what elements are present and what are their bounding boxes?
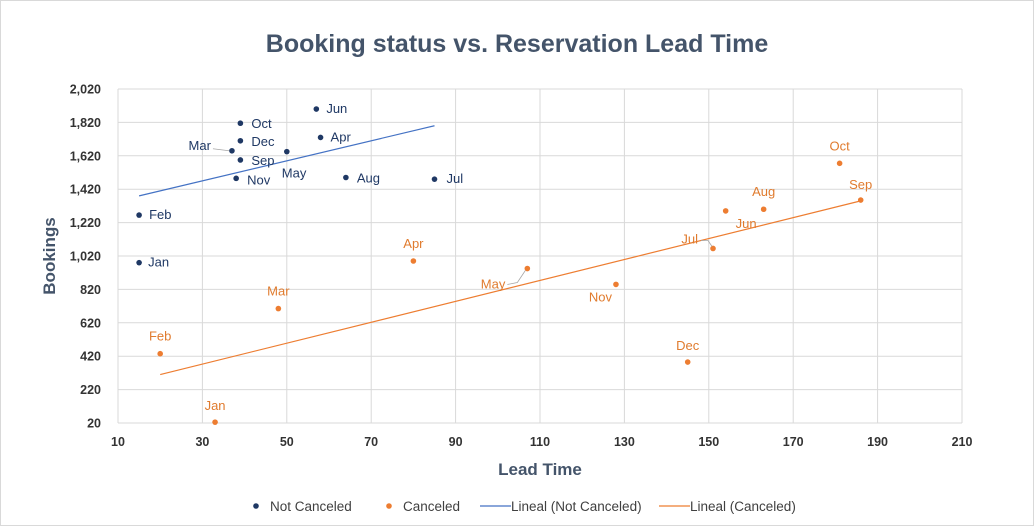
x-tick-label: 90 <box>449 435 463 449</box>
y-tick-label: 1,820 <box>70 116 101 130</box>
label-canceled-nov: Nov <box>589 289 613 304</box>
label-not-canceled-mar: Mar <box>189 138 212 153</box>
x-tick-label: 210 <box>952 435 973 449</box>
label-canceled-jun: Jun <box>736 216 757 231</box>
x-axis-title: Lead Time <box>498 460 582 479</box>
x-tick-label: 150 <box>698 435 719 449</box>
label-not-canceled-feb: Feb <box>149 207 171 222</box>
x-tick-label: 70 <box>364 435 378 449</box>
legend-label-not-canceled: Not Canceled <box>270 499 352 514</box>
point-canceled-feb <box>157 350 163 357</box>
point-not-canceled-feb <box>136 212 142 218</box>
point-not-canceled-jul <box>431 176 438 182</box>
label-canceled-may: May <box>481 277 506 292</box>
y-axis-title: Bookings <box>40 217 59 294</box>
y-tick-label: 1,420 <box>70 183 101 197</box>
point-not-canceled-jan <box>136 259 142 266</box>
label-not-canceled-jan: Jan <box>148 255 169 270</box>
y-tick-label: 20 <box>87 417 101 431</box>
point-canceled-dec <box>684 359 691 365</box>
trendline-canceled <box>160 200 861 376</box>
label-canceled-mar: Mar <box>267 284 290 299</box>
point-canceled-sep <box>857 197 864 203</box>
x-tick-label: 130 <box>614 435 635 449</box>
label-not-canceled-sep: Sep <box>251 153 274 168</box>
y-tick-label: 820 <box>80 283 101 297</box>
label-not-canceled-jun: Jun <box>326 101 347 116</box>
label-not-canceled-dec: Dec <box>251 134 275 149</box>
x-tick-label: 190 <box>867 435 888 449</box>
label-canceled-apr: Apr <box>403 236 424 251</box>
legend-marker-canceled <box>386 503 392 509</box>
label-not-canceled-apr: Apr <box>331 129 352 144</box>
label-canceled-jul: Jul <box>681 231 698 246</box>
leader-line <box>507 270 526 285</box>
label-not-canceled-aug: Aug <box>357 171 380 186</box>
label-canceled-feb: Feb <box>149 329 171 344</box>
label-not-canceled-may: May <box>282 166 307 181</box>
x-tick-label: 170 <box>783 435 804 449</box>
x-tick-label: 10 <box>111 435 125 449</box>
legend-label-canceled: Canceled <box>403 499 460 514</box>
point-not-canceled-mar <box>229 147 235 154</box>
y-tick-label: 420 <box>80 350 101 364</box>
y-tick-label: 1,620 <box>70 149 101 163</box>
chart-title: Booking status vs. Reservation Lead Time <box>265 30 769 58</box>
y-tick-label: 1,220 <box>70 216 101 230</box>
legend-marker-not-canceled <box>253 503 259 509</box>
leader-line <box>701 240 713 247</box>
point-not-canceled-apr <box>317 134 324 141</box>
point-not-canceled-aug <box>343 174 349 181</box>
point-canceled-apr <box>410 258 417 264</box>
x-tick-label: 50 <box>280 435 294 449</box>
y-tick-label: 620 <box>80 316 101 330</box>
point-not-canceled-dec <box>237 137 244 144</box>
point-canceled-may <box>524 265 531 272</box>
label-not-canceled-oct: Oct <box>251 116 272 131</box>
y-tick-label: 1,020 <box>70 250 101 264</box>
label-not-canceled-jul: Jul <box>447 171 464 186</box>
point-canceled-jul <box>710 245 716 252</box>
point-canceled-aug <box>760 206 767 213</box>
trendline-not-canceled <box>138 125 435 197</box>
point-canceled-oct <box>836 160 843 167</box>
point-not-canceled-oct <box>237 120 244 127</box>
label-canceled-oct: Oct <box>830 138 851 153</box>
point-canceled-jun <box>722 208 729 214</box>
y-tick-label: 220 <box>80 383 101 397</box>
label-canceled-jan: Jan <box>205 398 226 413</box>
point-canceled-jan <box>212 419 218 425</box>
point-canceled-nov <box>613 281 619 288</box>
leader-line <box>212 148 229 152</box>
x-tick-label: 30 <box>195 435 209 449</box>
label-canceled-aug: Aug <box>752 184 775 199</box>
point-not-canceled-jun <box>313 106 320 112</box>
point-not-canceled-sep <box>237 157 244 163</box>
legend-label-trend-not-canceled: Lineal (Not Canceled) <box>511 499 642 514</box>
point-canceled-mar <box>275 305 282 312</box>
label-canceled-dec: Dec <box>676 338 700 353</box>
y-tick-label: 2,020 <box>70 83 101 97</box>
x-tick-label: 110 <box>530 435 550 449</box>
label-not-canceled-nov: Nov <box>247 172 271 187</box>
point-not-canceled-nov <box>233 175 239 182</box>
point-not-canceled-may <box>284 148 290 155</box>
label-canceled-sep: Sep <box>849 177 872 192</box>
legend-label-trend-canceled: Lineal (Canceled) <box>690 499 796 514</box>
